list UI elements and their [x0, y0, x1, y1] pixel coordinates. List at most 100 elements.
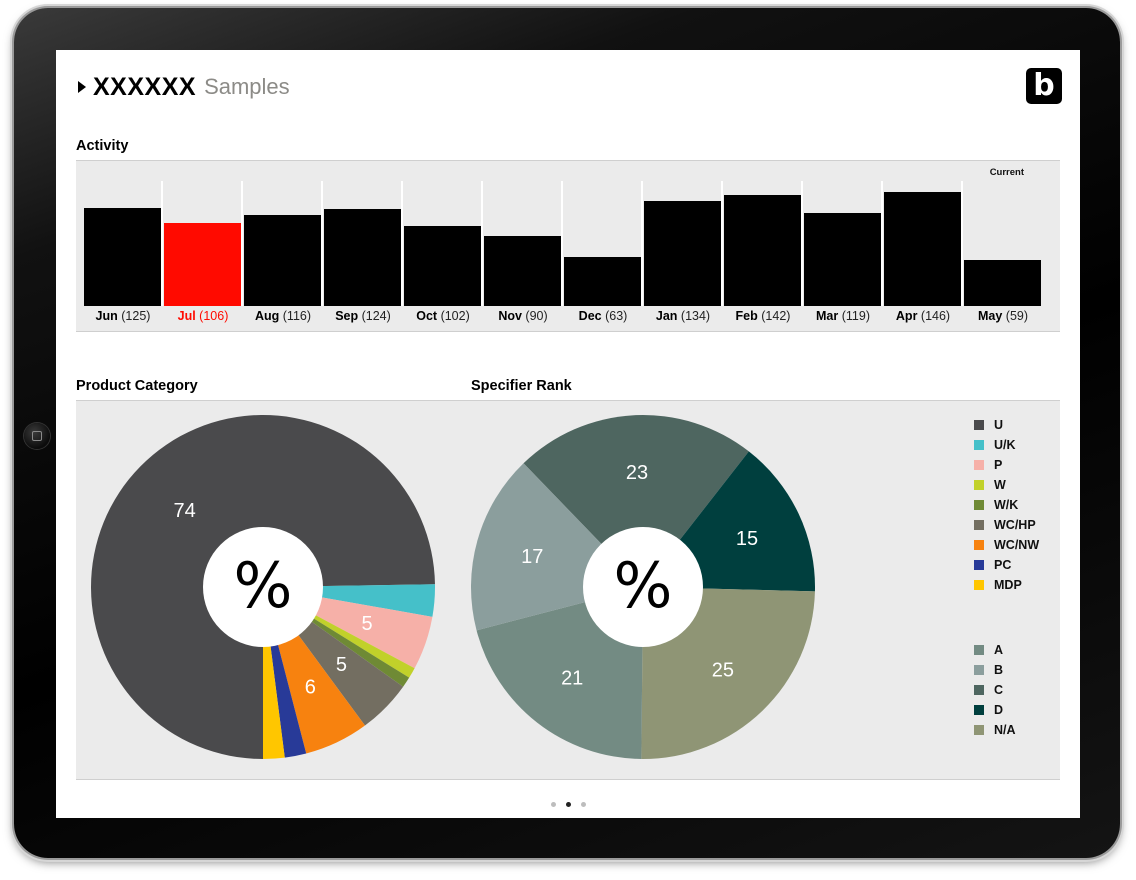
legend-item[interactable]: WC/NW [974, 535, 1039, 555]
bar-column[interactable] [164, 181, 243, 306]
bar-column[interactable] [84, 181, 163, 306]
bar-label-count: (125) [117, 309, 151, 323]
pie-slice-label: 17 [521, 546, 543, 568]
pie-slice-label: 5 [361, 613, 372, 635]
legend-label: C [994, 683, 1004, 697]
legend-item[interactable]: D [974, 700, 1016, 720]
bar [564, 257, 641, 306]
legend-item[interactable]: WC/HP [974, 515, 1039, 535]
legend-swatch [974, 725, 984, 735]
bar-label-count: (102) [437, 309, 470, 323]
legend-item[interactable]: U/K [974, 435, 1039, 455]
tablet-frame: XXXXXX Samples b Activity Current Jun (1… [14, 8, 1120, 858]
pie-slice-label: 6 [305, 676, 316, 698]
bar [164, 223, 241, 306]
bar-label-month: Sep [335, 309, 359, 323]
bar-separator [881, 181, 883, 306]
bar-column[interactable] [964, 181, 1041, 306]
legend-item[interactable]: A [974, 640, 1016, 660]
legend-label: P [994, 458, 1003, 472]
bar-column[interactable] [484, 181, 563, 306]
bar [724, 195, 801, 306]
category-legend: U U/K P W W/K WC/HP WC/NW PC MDP [974, 415, 1039, 595]
legend-label: W/K [994, 498, 1019, 512]
legend-item[interactable]: N/A [974, 720, 1016, 740]
bar-label-month: Dec [578, 309, 602, 323]
pie-slice-label: 5 [336, 654, 347, 676]
legend-swatch [974, 420, 984, 430]
play-triangle-icon [78, 81, 86, 93]
bar-label-count: (124) [358, 309, 391, 323]
bar-column[interactable] [324, 181, 403, 306]
bar [804, 213, 881, 306]
legend-label: A [994, 643, 1004, 657]
bar-column[interactable] [644, 181, 723, 306]
legend-item[interactable]: P [974, 455, 1039, 475]
current-label: Current [989, 167, 1024, 178]
bar [404, 226, 481, 306]
donut-hole [203, 527, 323, 647]
logo-letter: b [1033, 68, 1055, 103]
bar-column[interactable] [804, 181, 883, 306]
legend-label: WC/NW [994, 538, 1040, 552]
bar [324, 209, 401, 306]
legend-label: B [994, 663, 1004, 677]
legend-swatch [974, 440, 984, 450]
brand-logo[interactable]: b [1026, 68, 1062, 104]
screen: XXXXXX Samples b Activity Current Jun (1… [56, 50, 1080, 818]
bar-label-count: (63) [601, 309, 628, 323]
bar-label-month: May [977, 309, 1003, 323]
legend-item[interactable]: W [974, 475, 1039, 495]
legend-item[interactable]: PC [974, 555, 1039, 575]
legend-item[interactable]: MDP [974, 575, 1039, 595]
product-category-title: Product Category [76, 378, 198, 394]
bar-label: Sep (124) [323, 309, 403, 323]
legend-label: U/K [994, 438, 1016, 452]
pie-slice-label: 25 [712, 660, 734, 682]
bar-label-month: Mar [816, 309, 839, 323]
legend-swatch [974, 500, 984, 510]
home-button[interactable] [24, 423, 50, 449]
bar-label: Jan (134) [643, 309, 723, 323]
bar-separator [161, 181, 163, 306]
bar-label: May (59) [963, 309, 1043, 323]
bar-label-month: Oct [416, 309, 438, 323]
legend-label: PC [994, 558, 1012, 572]
legend-label: W [994, 478, 1006, 492]
page-dot[interactable] [550, 802, 556, 807]
legend-label: N/A [994, 723, 1016, 737]
page-dot[interactable] [565, 802, 571, 807]
legend-item[interactable]: B [974, 660, 1016, 680]
bar-column[interactable] [884, 181, 963, 306]
legend-swatch [974, 705, 984, 715]
bar-separator [401, 181, 403, 306]
legend-item[interactable]: U [974, 415, 1039, 435]
legend-item[interactable]: C [974, 680, 1016, 700]
bar-label-count: (146) [917, 309, 951, 323]
legend-item[interactable]: W/K [974, 495, 1039, 515]
bar-column[interactable] [564, 181, 643, 306]
bar-label: Apr (146) [883, 309, 963, 323]
activity-chart: Current Jun (125) Jul (106) Aug (116) Sep (… [76, 160, 1060, 332]
title-light: Samples [204, 74, 290, 99]
legend-swatch [974, 665, 984, 675]
bar [644, 201, 721, 306]
pie-slice[interactable] [523, 415, 749, 587]
bar [884, 192, 961, 306]
legend-label: WC/HP [994, 518, 1036, 532]
legend-swatch [974, 540, 984, 550]
bar [484, 236, 561, 306]
legend-swatch [974, 560, 984, 570]
activity-bars [84, 181, 1052, 306]
pie-slice-label: 23 [626, 462, 648, 484]
page-dot[interactable] [580, 802, 586, 807]
page-indicator[interactable] [56, 794, 1080, 812]
bar [244, 215, 321, 306]
bar-column[interactable] [404, 181, 483, 306]
legend-swatch [974, 460, 984, 470]
bar-column[interactable] [244, 181, 323, 306]
bar-label: Aug (116) [243, 309, 323, 323]
percent-symbol: % [234, 549, 293, 622]
bar-column[interactable] [724, 181, 803, 306]
percent-symbol: % [614, 549, 673, 622]
